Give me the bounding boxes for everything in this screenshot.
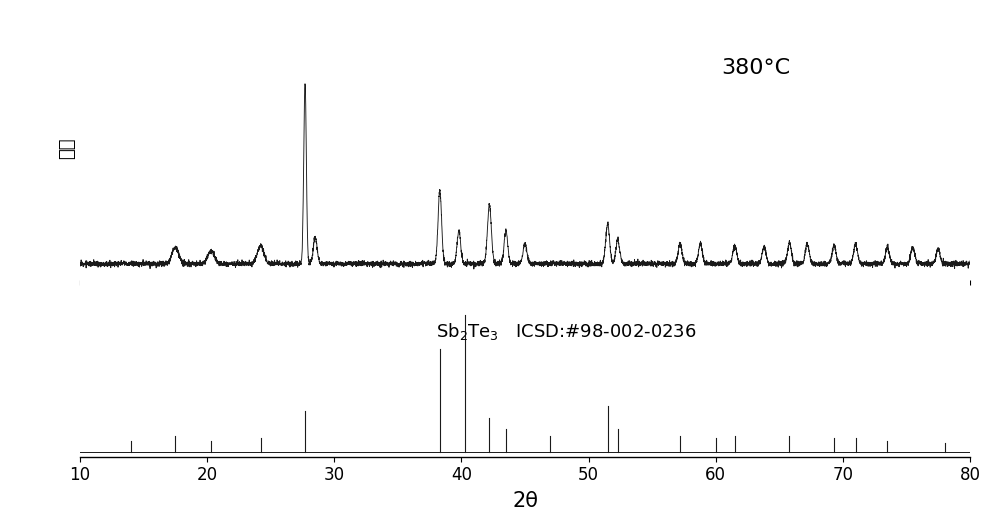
Text: Sb$_2$Te$_3$   ICSD:#98-002-0236: Sb$_2$Te$_3$ ICSD:#98-002-0236	[436, 321, 697, 342]
Y-axis label: 强度: 强度	[58, 137, 76, 159]
X-axis label: 2θ: 2θ	[512, 491, 538, 511]
Text: 380°C: 380°C	[721, 58, 790, 78]
